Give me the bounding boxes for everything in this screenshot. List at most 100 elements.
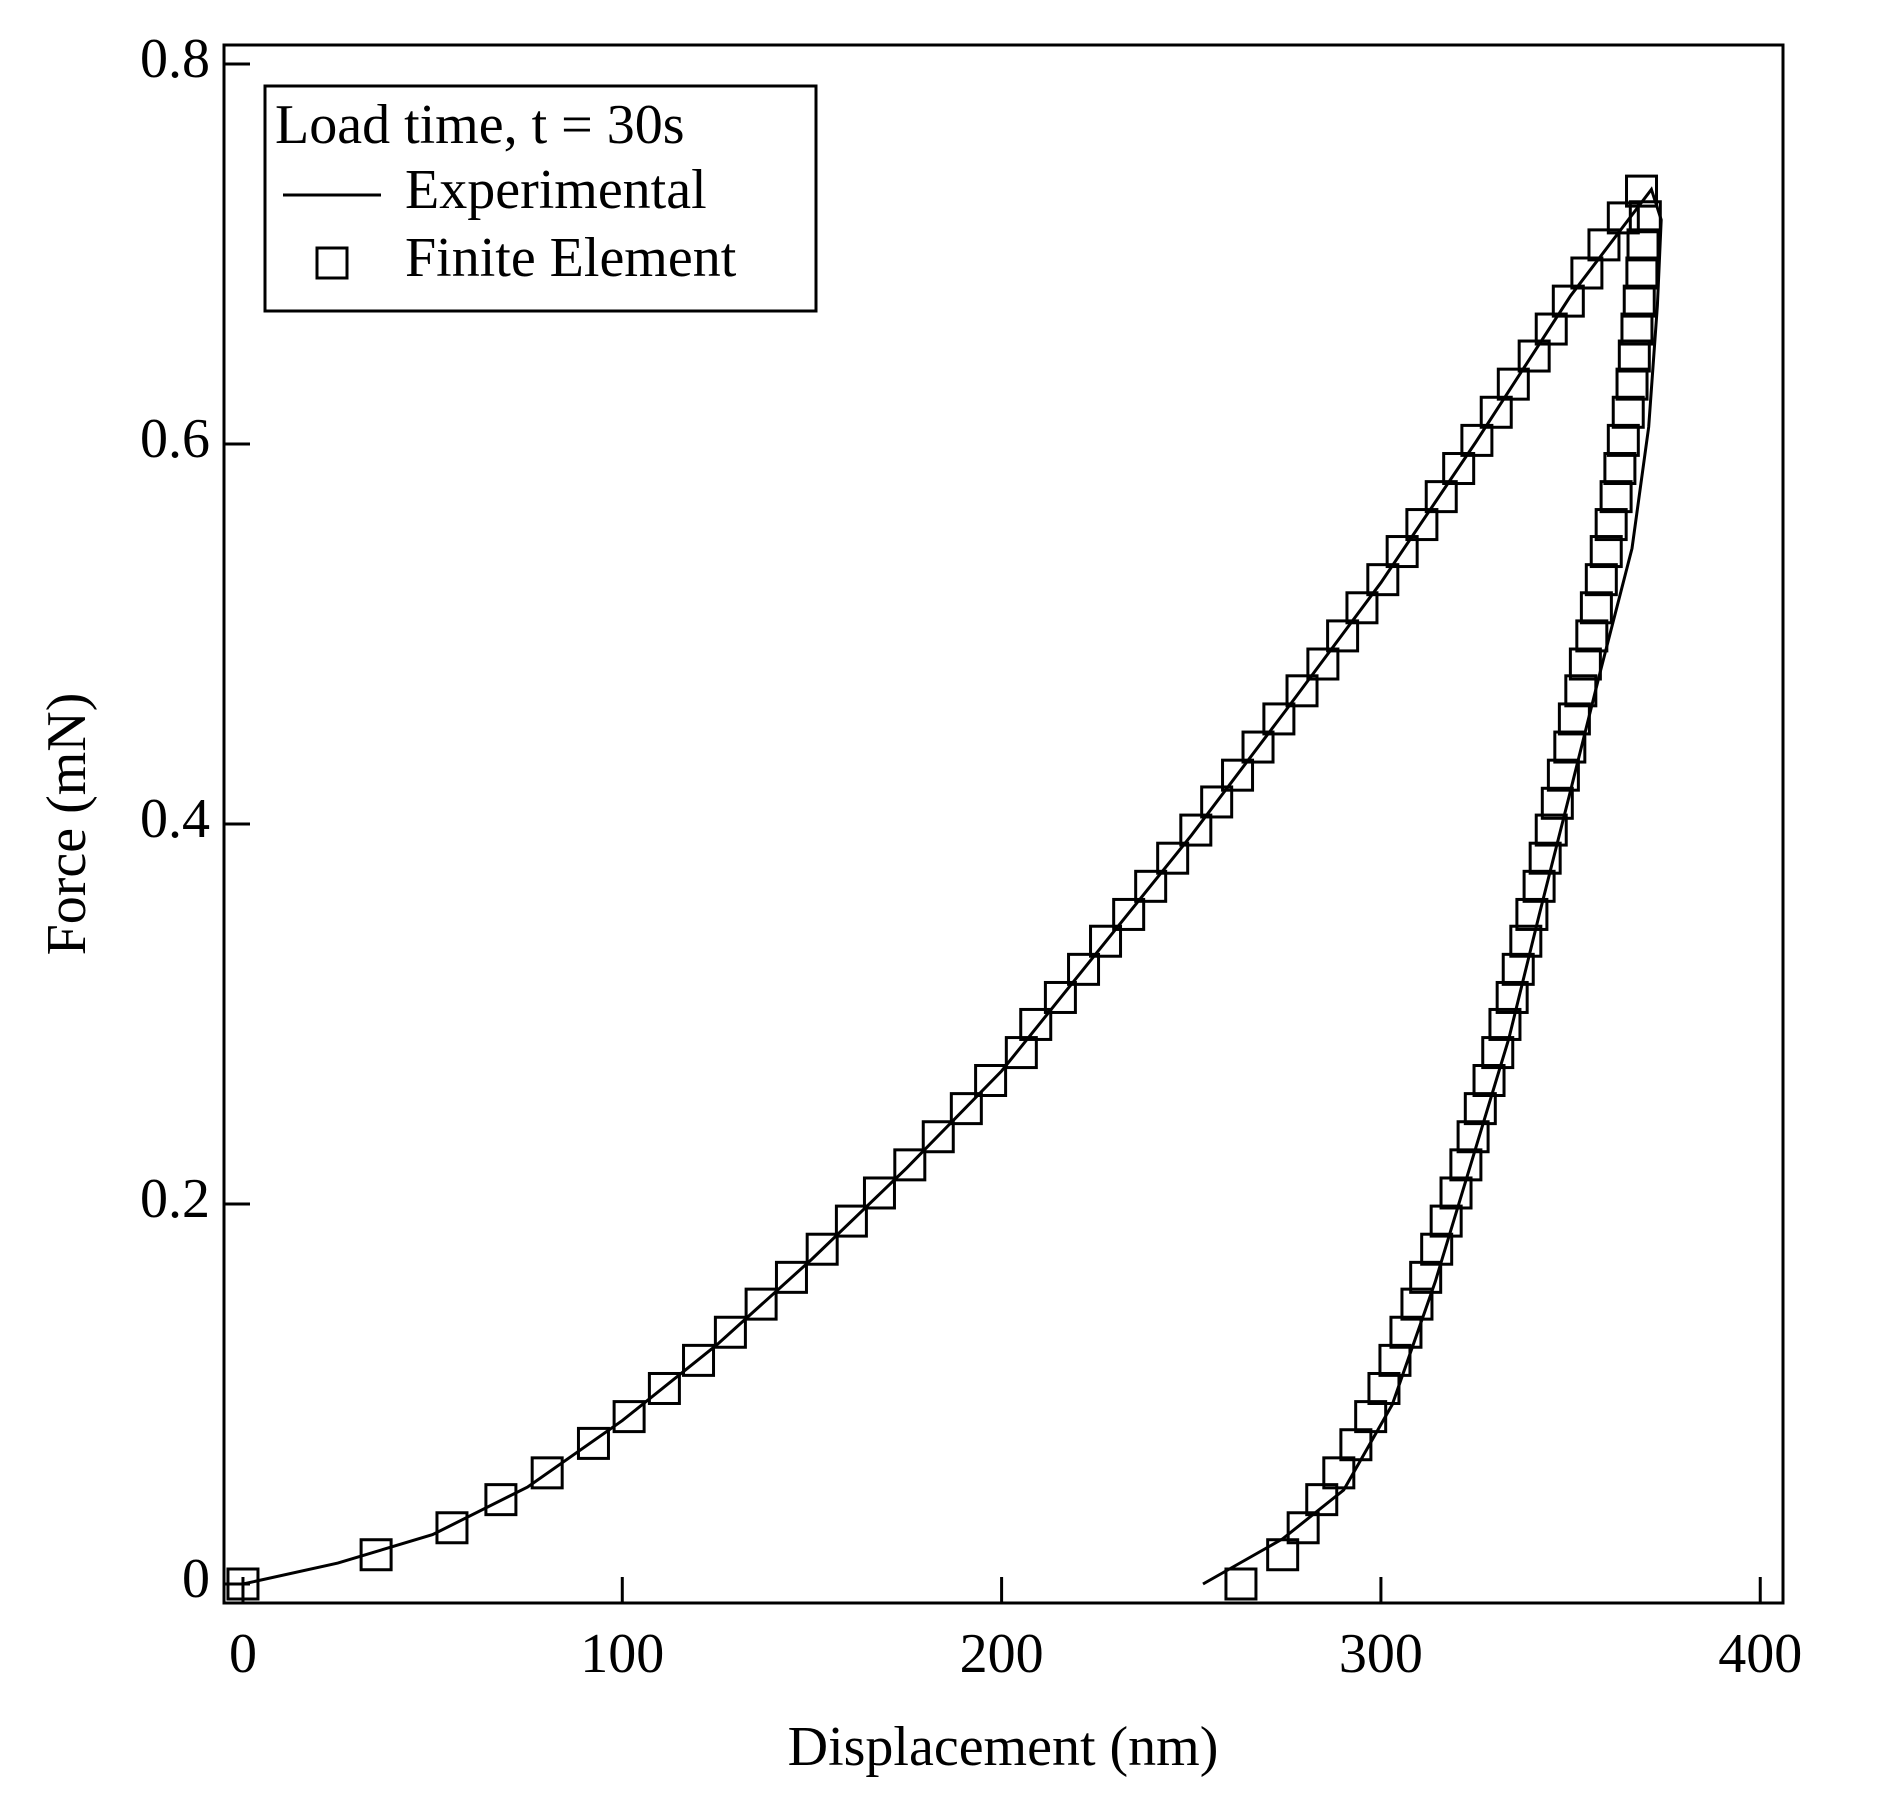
fe-point: [774, 1260, 808, 1294]
fe-point: [1354, 1400, 1388, 1434]
fe-point: [1626, 228, 1660, 262]
fe-point: [1546, 758, 1580, 792]
y-tick-label: 0.8: [140, 28, 210, 90]
fe-point: [612, 1400, 646, 1434]
fe-point: [1266, 1538, 1300, 1572]
fe-point: [1534, 312, 1568, 346]
fe-point: [1528, 841, 1562, 875]
fe-point: [1285, 674, 1319, 708]
fe-point: [1617, 339, 1651, 373]
x-tick-label: 0: [229, 1623, 257, 1685]
fe-point: [1599, 480, 1633, 514]
fe-point: [1557, 702, 1591, 736]
fe-point: [1409, 1260, 1443, 1294]
fe-point: [1286, 1511, 1320, 1545]
fe-point: [1429, 1204, 1463, 1238]
fe-point: [1479, 395, 1513, 429]
fe-point: [226, 1567, 260, 1601]
fe-point: [1420, 1232, 1454, 1266]
fe-point: [1488, 1007, 1522, 1041]
fe-point: [1262, 702, 1296, 736]
fe-point: [359, 1538, 393, 1572]
fe-point: [1551, 284, 1585, 318]
fe-point: [1622, 284, 1656, 318]
fe-point: [1043, 980, 1077, 1014]
x-tick-label: 400: [1718, 1623, 1802, 1685]
fe-point: [744, 1287, 778, 1321]
fe-point: [921, 1120, 955, 1154]
fe-point: [1501, 952, 1535, 986]
fe-point: [1570, 256, 1604, 290]
fe-point: [1179, 813, 1213, 847]
fe-point: [1305, 1483, 1339, 1517]
fe-point: [647, 1371, 681, 1405]
fe-point: [1439, 1176, 1473, 1210]
legend-label: Experimental: [405, 159, 707, 221]
fe-point: [1564, 674, 1598, 708]
fe-point: [1594, 508, 1628, 542]
legend-title: Load time, t = 30s: [275, 94, 685, 156]
fe-point: [834, 1204, 868, 1238]
fe-point: [1460, 423, 1494, 457]
fe-point: [1625, 174, 1659, 208]
fe-point: [1603, 452, 1637, 486]
fe-point: [1611, 395, 1645, 429]
fe-point: [1339, 1428, 1373, 1462]
fe-point: [1322, 1456, 1356, 1490]
fe-point: [1367, 1371, 1401, 1405]
fe-point: [1378, 1343, 1412, 1377]
fe-point: [1534, 813, 1568, 847]
experimental-line: [242, 186, 1663, 1586]
legend-box: [263, 84, 818, 313]
fe-point: [1575, 619, 1609, 653]
fe-point: [1606, 423, 1640, 457]
fe-point: [1224, 1567, 1258, 1601]
fe-point: [713, 1315, 747, 1349]
fe-point: [1495, 980, 1529, 1014]
legend-label: Finite Element: [405, 227, 737, 289]
x-axis-label: Displacement (nm): [788, 1716, 1219, 1778]
fe-point: [1515, 897, 1549, 931]
y-tick-label: 0.6: [140, 408, 210, 470]
fe-point: [1424, 480, 1458, 514]
x-tick-label: 200: [960, 1623, 1044, 1685]
fe-point: [1589, 535, 1623, 569]
fe-point: [1587, 228, 1621, 262]
fe-point: [1400, 1287, 1434, 1321]
fe-point: [1200, 785, 1234, 819]
fe-point: [1389, 1315, 1423, 1349]
fe-point: [435, 1511, 469, 1545]
fe-point: [1442, 452, 1476, 486]
fe-point: [1385, 535, 1419, 569]
fe-point: [1089, 924, 1123, 958]
fe-point: [1628, 200, 1662, 234]
fe-point: [1405, 508, 1439, 542]
fe-point: [893, 1148, 927, 1182]
fe-point: [1584, 563, 1618, 597]
fe-point: [1456, 1120, 1490, 1154]
fe-point: [1481, 1036, 1515, 1070]
fe-point: [1156, 841, 1190, 875]
fe-point: [1517, 339, 1551, 373]
fe-point: [576, 1426, 610, 1460]
fe-point: [1306, 647, 1340, 681]
fe-point: [1112, 897, 1146, 931]
fe-point: [1019, 1007, 1053, 1041]
fe-point: [1366, 563, 1400, 597]
fe-point: [1568, 647, 1602, 681]
fe-point: [1625, 256, 1659, 290]
fe-point: [1067, 952, 1101, 986]
fe-point: [1472, 1064, 1506, 1097]
fe-point: [1241, 730, 1275, 764]
fe-point: [530, 1456, 564, 1490]
y-axis-label: Force (mN): [36, 693, 98, 956]
fe-point: [1606, 201, 1640, 235]
y-tick-label: 0.2: [140, 1168, 210, 1230]
fe-point: [1615, 367, 1649, 401]
fe-point: [1326, 619, 1360, 653]
fe-point: [1620, 312, 1654, 346]
fe-point: [1540, 786, 1574, 820]
fe-point: [1134, 869, 1168, 903]
